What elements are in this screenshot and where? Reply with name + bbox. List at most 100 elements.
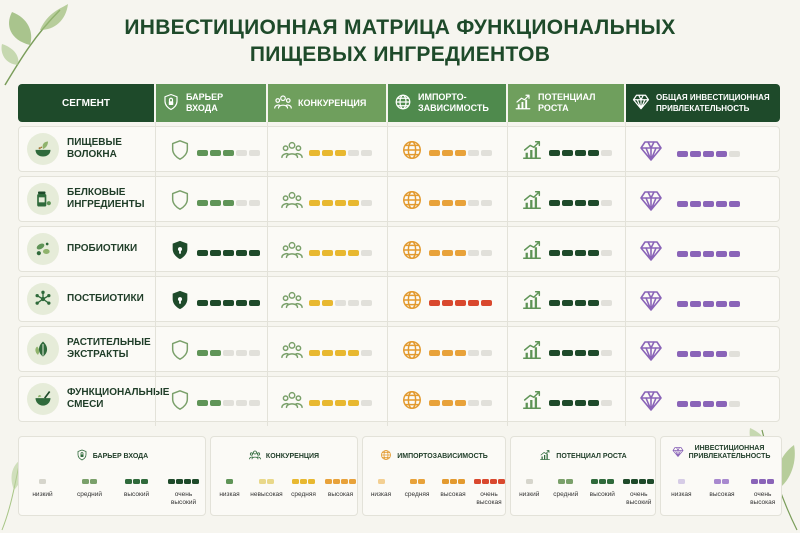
legend-swatch-segment [82, 478, 89, 484]
rating-bar-segment [677, 400, 688, 407]
legend-swatch-segment [300, 478, 307, 484]
rating-barrier [169, 389, 262, 416]
page-title: ИНВЕСТИЦИОННАЯ МАТРИЦА ФУНКЦИОНАЛЬНЫХ ПИ… [0, 14, 800, 68]
rating-bar-segment [549, 399, 560, 406]
rating-bar-segment [690, 350, 701, 357]
segment-name: ПОСТБИОТИКИ [67, 293, 144, 304]
rating-bar-segment [601, 149, 612, 156]
rating-bar-segment [223, 349, 234, 356]
rating-bar-segment [703, 350, 714, 357]
shield-lock-filled-icon [169, 239, 191, 266]
legend-swatch-segment [677, 478, 685, 484]
legend-swatch-segment [292, 478, 299, 484]
legend-item: низкая [211, 477, 248, 499]
legend-title: КОНКУРЕНЦИЯ [211, 449, 357, 464]
column-divider [387, 122, 388, 426]
legend-item: низкий [19, 477, 66, 499]
legend-item: невысокая [248, 477, 285, 499]
legend-swatch-segment [176, 478, 183, 484]
legend-item: очень высокий [160, 477, 207, 507]
legend-group: ИНВЕСТИЦИОННАЯ ПРИВЛЕКАТЕЛЬНОСТЬ низкая выс… [660, 436, 782, 516]
rating-bar-segment [348, 349, 359, 356]
rating-bar-segment [322, 349, 333, 356]
rating-bar-segment [249, 299, 260, 306]
legend-swatch-segment [441, 478, 449, 484]
legend-title-text: КОНКУРЕНЦИЯ [265, 452, 320, 460]
legend-swatch-segment [133, 478, 140, 484]
legend-swatch [113, 477, 160, 485]
rating-bar-segment [588, 249, 599, 256]
legend-swatch [584, 477, 621, 485]
legend-title: ПОТЕНЦИАЛ РОСТА [511, 449, 655, 464]
globe-icon [401, 389, 423, 416]
legend-swatch-segment [473, 478, 481, 484]
rating-bar-segment [468, 349, 479, 356]
rating-bar-segment [549, 299, 560, 306]
legend-swatch-segment [598, 478, 606, 484]
legend-swatch [511, 477, 548, 485]
people-icon [281, 289, 303, 316]
legend-item-label: средняя [291, 491, 316, 498]
segment-cell: ПОСТБИОТИКИ [27, 283, 147, 315]
rating-bar-segment [249, 249, 260, 256]
rating-bar-segment [335, 149, 346, 156]
rating-bar-segment [468, 249, 479, 256]
rating-bar-segment [601, 399, 612, 406]
shield-empty-icon [169, 339, 191, 366]
rating-bar-segment [575, 349, 586, 356]
legend-swatch-segment [767, 478, 775, 484]
rating-bar-segment [562, 199, 573, 206]
legend-group: БАРЬЕР ВХОДА низкий средний высокий очень выс… [18, 436, 206, 516]
rating-barrier [169, 239, 262, 266]
segment-cell: РАСТИТЕЛЬНЫЕ ЭКСТРАКТЫ [27, 333, 151, 365]
rating-bar-segment [588, 149, 599, 156]
rating-bar-segment [335, 299, 346, 306]
rating-import [401, 339, 494, 366]
rating-bar-segment [716, 300, 727, 307]
legend-item-label: средняя [404, 491, 430, 498]
table-row: ПРОБИОТИКИ [18, 226, 780, 272]
shield-empty-icon [169, 189, 191, 216]
rating-bar-segment [236, 149, 247, 156]
legend-swatch [399, 477, 435, 485]
rating-bar-segment [223, 149, 234, 156]
column-header-import: ИМПОРТО- ЗАВИСИМОСТЬ [388, 84, 506, 122]
rating-bar-segment [601, 199, 612, 206]
legend-group: ИМПОРТОЗАВИСИМОСТЬ низкая средняя высокая оч… [362, 436, 506, 516]
rating-bar-segment [309, 299, 320, 306]
rating-bars [309, 299, 374, 306]
legend-swatch-segment [308, 478, 315, 484]
rating-bar-segment [716, 200, 727, 207]
legend-swatch-segment [341, 478, 348, 484]
rating-growth [521, 289, 614, 316]
rating-bar-segment [361, 399, 372, 406]
rating-bar-segment [236, 299, 247, 306]
legend-title-text: ПОТЕНЦИАЛ РОСТА [556, 452, 627, 460]
rating-bars [197, 149, 262, 156]
legend-swatch [322, 477, 359, 485]
legend-swatch [621, 477, 658, 485]
rating-bar-segment [455, 299, 466, 306]
legend-swatch [742, 477, 783, 485]
column-header-label: ОБЩАЯ ИНВЕСТИЦИОННАЯ ПРИВЛЕКАТЕЛЬНОСТЬ [656, 93, 770, 113]
legend-swatch-segment [333, 478, 340, 484]
column-header-label: КОНКУРЕНЦИЯ [298, 97, 367, 108]
legend-item-label: очень высокий [170, 491, 197, 506]
growth-chart-icon [521, 239, 543, 266]
rating-bar-segment [335, 349, 346, 356]
globe-icon [401, 289, 423, 316]
table-row: ФУНКЦИОНАЛЬНЫЕ СМЕСИ [18, 376, 780, 422]
column-header-label: СЕГМЕНТ [62, 97, 110, 109]
diamond-icon [632, 93, 656, 114]
legend-item-label: очень высокая [476, 491, 502, 506]
legend-swatch-segment [90, 478, 97, 484]
legend-item-label: низкий [32, 491, 53, 498]
rating-bars [197, 249, 262, 256]
legend-swatch-segment [751, 478, 759, 484]
legend-title: БАРЬЕР ВХОДА [19, 449, 205, 464]
rating-bar-segment [236, 199, 247, 206]
legend-title-text: ИМПОРТОЗАВИСИМОСТЬ [397, 452, 488, 460]
legend-item-label: низкий [519, 491, 540, 498]
rating-bar-segment [575, 399, 586, 406]
globe-icon [380, 449, 397, 464]
